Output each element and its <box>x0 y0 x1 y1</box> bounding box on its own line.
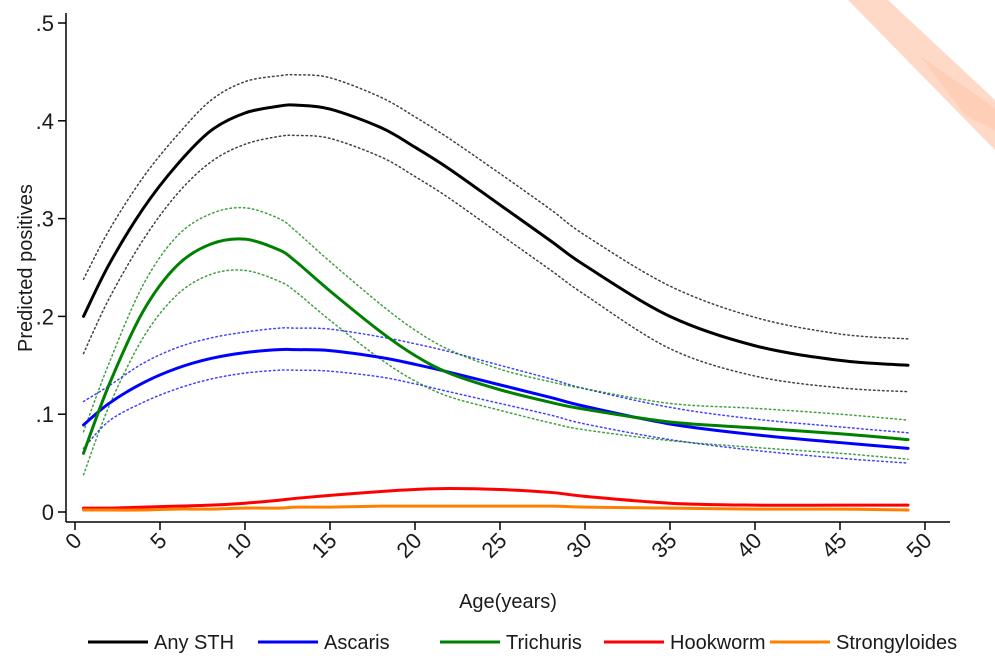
series-line-ascaris <box>82 347 910 450</box>
confidence-interval-layer <box>82 73 909 476</box>
ci-upper-line-ascaris <box>82 327 909 434</box>
series-line-hookworm <box>82 487 910 510</box>
legend-label-ascaris: Ascaris <box>324 632 390 654</box>
ci-lower-line-any-sth <box>82 134 909 393</box>
legend-label-strongyloides: Strongyloides <box>836 632 957 654</box>
x-tick-label: 5 <box>145 528 171 554</box>
legend-label-trichuris: Trichuris <box>506 632 582 654</box>
y-axis-ticks: 0 .1 .2 .3 .4 .5 <box>36 11 66 525</box>
y-axis-title: Predicted positives <box>15 184 37 352</box>
x-axis-ticks: 0 5 10 15 20 25 30 35 40 45 50 <box>60 522 937 563</box>
corner-accent-band <box>920 56 995 130</box>
y-tick-label: 0 <box>42 500 54 525</box>
legend: Any STH Ascaris Trichuris Hookworm Strongylo… <box>88 632 957 654</box>
series-line-any-sth <box>82 103 910 367</box>
y-tick-label: .4 <box>36 109 54 134</box>
series-line-strongyloides <box>82 504 910 512</box>
x-axis-title: Age(years) <box>459 591 557 613</box>
x-tick-label: 45 <box>817 528 852 563</box>
x-tick-label: 15 <box>307 528 342 563</box>
y-tick-label: .3 <box>36 207 54 232</box>
y-tick-label: .5 <box>36 11 54 36</box>
y-tick-label: .2 <box>36 304 54 329</box>
x-tick-label: 50 <box>902 528 937 563</box>
x-tick-label: 20 <box>392 528 427 563</box>
ci-upper-line-trichuris <box>82 206 909 433</box>
x-tick-label: 30 <box>562 528 597 563</box>
x-tick-label: 25 <box>477 528 512 563</box>
legend-label-hookworm: Hookworm <box>670 632 766 654</box>
x-tick-label: 10 <box>222 528 257 563</box>
series-line-trichuris <box>82 237 910 455</box>
corner-accent-band <box>848 0 995 150</box>
series-layer <box>82 103 910 512</box>
ci-upper-line-any-sth <box>82 73 909 340</box>
legend-label-any-sth: Any STH <box>154 632 234 654</box>
ci-lower-line-trichuris <box>82 269 909 476</box>
x-tick-label: 35 <box>647 528 682 563</box>
x-tick-label: 0 <box>60 528 86 554</box>
y-tick-label: .1 <box>36 402 54 427</box>
x-tick-label: 40 <box>732 528 767 563</box>
